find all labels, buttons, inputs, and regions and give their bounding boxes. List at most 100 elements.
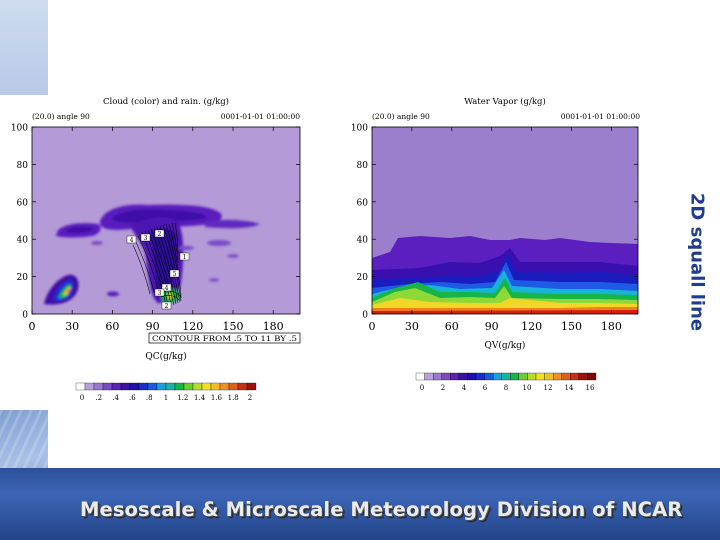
cloud-left-cumulus-yellow bbox=[63, 287, 71, 295]
y-tick-label: 0 bbox=[362, 311, 368, 321]
colorbar-swatch bbox=[510, 372, 520, 381]
colorbar-swatch bbox=[424, 372, 434, 381]
colorbar-swatch bbox=[228, 382, 239, 391]
x-tick-label: 30 bbox=[65, 320, 79, 333]
cloud-right-wisp bbox=[205, 219, 260, 229]
footer-title: Mesoscale & Microscale Meteorology Divis… bbox=[80, 498, 683, 521]
vapor-chart-subtitle-left: (20.0) angle 90 bbox=[372, 112, 430, 121]
cloud-left-cumulus-green bbox=[58, 284, 71, 299]
colorbar-swatch bbox=[432, 372, 442, 381]
colorbar-swatch bbox=[475, 372, 485, 381]
y-tick-label: 20 bbox=[17, 273, 29, 283]
vapor-chart-subtitle-right: 0001-01-01 01:00:00 bbox=[561, 112, 641, 121]
cloud-chart-subtitle-left: (20.0) angle 90 bbox=[32, 112, 90, 121]
colorbar-swatch bbox=[237, 382, 248, 391]
contour-label-5: 5 bbox=[173, 271, 177, 278]
colorbar-swatch bbox=[93, 382, 104, 391]
colorbar-swatch bbox=[544, 372, 554, 381]
side-title: 2D squall line bbox=[686, 192, 708, 332]
cloud-annotation: CONTOUR FROM .5 TO 11 BY .5 bbox=[152, 334, 297, 343]
colorbar-swatch bbox=[102, 382, 113, 391]
colorbar-swatch bbox=[138, 382, 149, 391]
contour-label-6: 4 bbox=[165, 285, 169, 292]
colorbar-swatch bbox=[120, 382, 131, 391]
cloud-axes: 0 30 60 90 120 150 180 0 20 40 60 80 100 bbox=[11, 124, 300, 333]
colorbar-swatch bbox=[75, 382, 86, 391]
y-tick-label: 0 bbox=[22, 311, 28, 321]
colorbar-swatch bbox=[129, 382, 140, 391]
colorbar-swatch bbox=[156, 382, 167, 391]
y-tick-label: 80 bbox=[17, 161, 29, 171]
colorbar-label: 2 bbox=[441, 384, 445, 392]
cloud-small-5 bbox=[107, 291, 119, 297]
colorbar-swatch bbox=[415, 372, 425, 381]
contour-label-7: 3 bbox=[158, 290, 162, 297]
x-tick-label: 120 bbox=[521, 320, 542, 333]
colorbar-swatch bbox=[552, 372, 562, 381]
colorbar-label: 4 bbox=[462, 384, 467, 392]
contour-labels: 4 3 2 1 5 4 3 2 bbox=[126, 229, 190, 310]
y-tick-label: 60 bbox=[357, 198, 369, 208]
colorbar-swatch bbox=[192, 382, 203, 391]
y-tick-label: 100 bbox=[11, 124, 28, 134]
x-tick-label: 0 bbox=[29, 320, 36, 333]
contour-label-8: 2 bbox=[165, 303, 169, 310]
y-tick-label: 100 bbox=[351, 124, 368, 134]
colorbar-swatch bbox=[467, 372, 477, 381]
cloud-chart-title: Cloud (color) and rain. (g/kg) bbox=[103, 96, 229, 107]
footer-bar bbox=[0, 468, 720, 540]
contour-label-2: 3 bbox=[144, 235, 148, 242]
contour-label-3: 2 bbox=[158, 231, 162, 238]
y-tick-label: 60 bbox=[17, 198, 29, 208]
x-tick-label: 30 bbox=[405, 320, 419, 333]
cloud-left-streak-core bbox=[66, 226, 94, 233]
vapor-colorbar: 0 2 4 6 8 10 12 14 16 bbox=[415, 372, 597, 392]
colorbar-swatch bbox=[561, 372, 571, 381]
colorbar-swatch bbox=[210, 382, 221, 391]
colorbar-label: 14 bbox=[565, 384, 574, 392]
colorbar-label: 1 bbox=[164, 394, 168, 402]
colorbar-label: .6 bbox=[129, 394, 136, 402]
colorbar-swatch bbox=[174, 382, 185, 391]
colorbar-label: 1.4 bbox=[194, 394, 206, 402]
colorbar-swatch bbox=[165, 382, 176, 391]
vapor-chart-title: Water Vapor (g/kg) bbox=[464, 96, 546, 107]
colorbar-swatch bbox=[111, 382, 122, 391]
colorbar-swatch bbox=[219, 382, 230, 391]
cloud-small-6 bbox=[209, 278, 219, 282]
x-tick-label: 180 bbox=[263, 320, 284, 333]
colorbar-label: .2 bbox=[95, 394, 102, 402]
x-tick-label: 180 bbox=[601, 320, 622, 333]
colorbar-label: 1.8 bbox=[228, 394, 239, 402]
colorbar-label: .4 bbox=[112, 394, 119, 402]
colorbar-label: 0 bbox=[80, 394, 84, 402]
vapor-axes: 0 30 60 90 120 150 180 0 20 40 60 80 100 bbox=[351, 124, 638, 333]
water-vapor-chart: Water Vapor (g/kg) (20.0) angle 90 0001-… bbox=[351, 96, 640, 392]
vapor-chart-xlabel: QV(g/kg) bbox=[485, 340, 526, 351]
cloud-small-4 bbox=[227, 254, 239, 258]
y-tick-label: 80 bbox=[357, 161, 369, 171]
x-tick-label: 60 bbox=[445, 320, 459, 333]
cloud-colorbar: 0 .2 .4 .6 .8 1 1.2 1.4 1.6 1.8 2 bbox=[75, 382, 257, 402]
x-tick-label: 150 bbox=[561, 320, 582, 333]
cloud-annotation-box bbox=[148, 332, 301, 344]
cloud-chart-xlabel: QC(g/kg) bbox=[145, 351, 186, 362]
colorbar-swatch bbox=[201, 382, 212, 391]
cloud-rain-chart: Cloud (color) and rain. (g/kg) (20.0) an… bbox=[11, 96, 301, 402]
colorbar-swatch bbox=[492, 372, 502, 381]
colorbar-swatch bbox=[587, 372, 597, 381]
colorbar-label: .8 bbox=[146, 394, 153, 402]
colorbar-swatch bbox=[441, 372, 451, 381]
colorbar-swatch bbox=[450, 372, 460, 381]
decorative-top-strip bbox=[0, 0, 48, 95]
x-tick-label: 150 bbox=[223, 320, 244, 333]
colorbar-label: 0 bbox=[420, 384, 424, 392]
colorbar-swatch bbox=[535, 372, 545, 381]
x-tick-label: 120 bbox=[182, 320, 203, 333]
y-tick-label: 40 bbox=[357, 236, 369, 246]
x-tick-label: 0 bbox=[369, 320, 376, 333]
y-tick-label: 40 bbox=[17, 236, 29, 246]
colorbar-label: 2 bbox=[248, 394, 252, 402]
